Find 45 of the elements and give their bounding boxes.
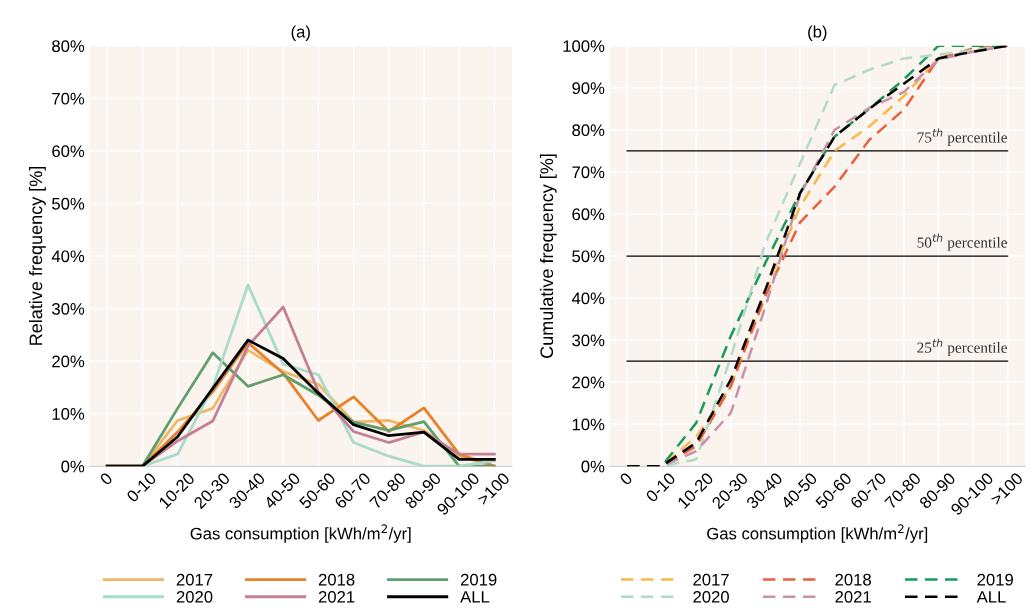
y-tick-label: 50% (572, 250, 605, 263)
y-tick-label: 90% (572, 82, 605, 95)
ref-line-label: 25$^{th}$ percentile (917, 338, 1007, 356)
y-tick-label: 80% (572, 124, 605, 137)
legend-label: 2020 (693, 590, 729, 603)
y-tick-label: 20% (572, 376, 605, 389)
y-tick-label: 60% (52, 145, 85, 158)
x-tick-label: 0 (99, 471, 114, 486)
x-tick-label: 0 (619, 471, 634, 486)
y-tick-label: 30% (52, 302, 85, 315)
ref-line-label: 75$^{th}$ percentile (917, 128, 1007, 146)
legend-label: 2019 (977, 573, 1013, 586)
line-series (625, 45, 1009, 467)
y-tick-label: 40% (571, 292, 605, 305)
y-tick-label: 70% (52, 92, 85, 105)
legend-label: 2017 (176, 573, 213, 586)
x-tick-label: 0-10 (645, 471, 677, 503)
y-tick-label: 0% (61, 460, 85, 473)
legend-label: ALL (460, 591, 490, 603)
y-tick-label: 60% (572, 208, 605, 221)
y-tick-label: 30% (572, 334, 605, 347)
legend-label: ALL (976, 591, 1006, 603)
y-tick-label: 80% (52, 40, 85, 53)
y-tick-label: 20% (52, 355, 85, 368)
y-axis-title: Cumulative frequency [%] (539, 154, 557, 358)
chart-title: (a) (291, 25, 310, 41)
ref-line-label: 50$^{th}$ percentile (917, 233, 1007, 251)
legend-label: 2018 (835, 573, 871, 586)
y-tick-label: 0% (581, 460, 605, 473)
y-axis-title: Relative frequency [%] (29, 166, 46, 345)
y-tick-label: 100% (563, 40, 605, 53)
legend-label: 2021 (835, 590, 871, 603)
legend-label: 2018 (318, 573, 355, 586)
legend-label: 2020 (176, 590, 213, 603)
y-tick-label: 70% (572, 166, 605, 179)
x-axis-title: Gas consumption [kWh/m$^{2}$/yr] (707, 524, 928, 543)
y-tick-label: 10% (572, 418, 605, 431)
legend-label: 2021 (318, 590, 355, 603)
legend-label: 2019 (460, 573, 497, 586)
y-tick-label: 50% (52, 197, 85, 210)
legend-label: 2017 (693, 573, 729, 586)
y-tick-label: 10% (52, 408, 85, 420)
y-tick-label: 40% (51, 250, 85, 263)
chart-title: (b) (808, 25, 827, 41)
x-axis-title: Gas consumption [kWh/m$^{2}$/yr] (190, 524, 411, 543)
